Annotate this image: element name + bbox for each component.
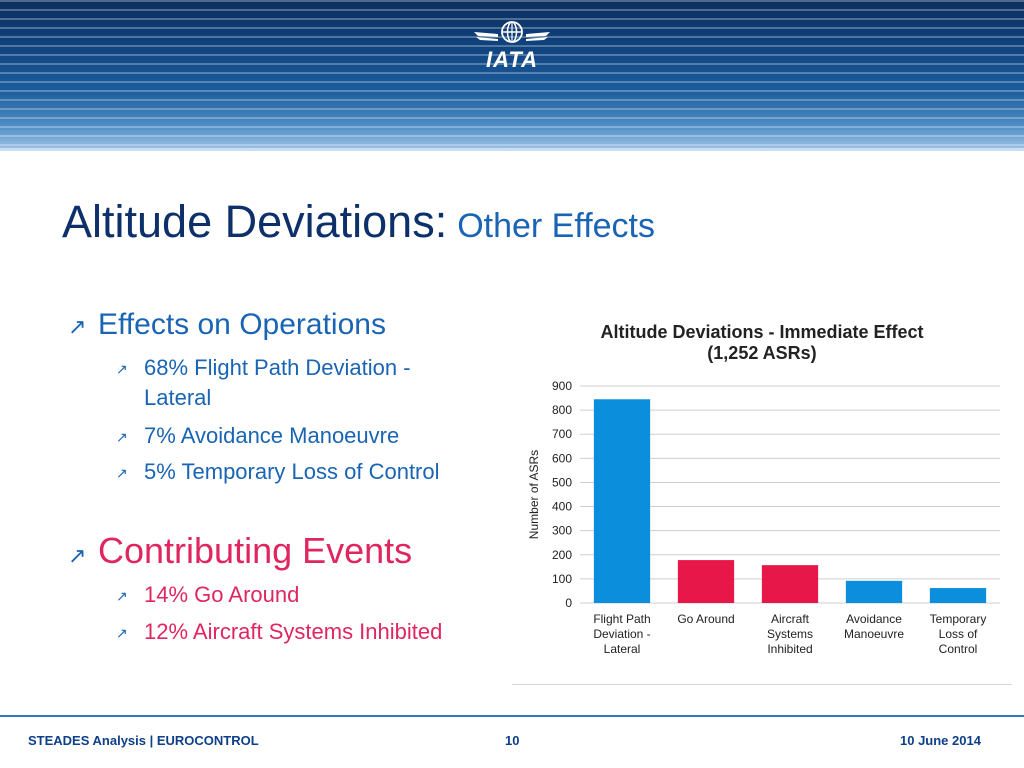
y-tick-label: 800 (552, 403, 572, 417)
bar (845, 580, 903, 603)
sub-bullet-text: 5% Temporary Loss of Control (144, 459, 440, 484)
x-tick-label: Go Around (677, 612, 734, 626)
title-main: Altitude Deviations: (62, 196, 448, 247)
bar (677, 560, 735, 603)
x-tick-label: Aircraft (771, 612, 810, 626)
sub-bullet: ↗ 7% Avoidance Manoeuvre (116, 421, 399, 452)
x-tick-label: Deviation - (593, 627, 650, 641)
x-tick-label: Inhibited (767, 642, 812, 656)
bullet-heading: Contributing Events (98, 530, 413, 571)
y-tick-label: 500 (552, 475, 572, 489)
header-divider (0, 148, 1024, 151)
y-tick-label: 900 (552, 379, 572, 393)
y-tick-label: 200 (552, 548, 572, 562)
x-tick-label: Loss of (939, 627, 978, 641)
arrow-icon: ↗ (116, 588, 128, 605)
arrow-icon: ↗ (68, 314, 87, 339)
x-tick-label: Temporary (930, 612, 987, 626)
sub-bullet: ↗ 12% Aircraft Systems Inhibited (116, 617, 442, 648)
title-subtitle: Other Effects (457, 207, 655, 245)
x-tick-label: Manoeuvre (844, 627, 904, 641)
sub-bullet: ↗ 5% Temporary Loss of Control (116, 457, 440, 488)
footer-date: 10 June 2014 (900, 733, 981, 748)
chart-plot: 0 100 200 300 400 500 600 700 800 900 Number of AS… (527, 379, 1000, 656)
x-tick-label: Lateral (604, 642, 641, 656)
bar-chart: Altitude Deviations - Immediate Effect (… (512, 315, 1012, 685)
sub-bullet-text: 14% Go Around (144, 582, 300, 607)
y-tick-label: 600 (552, 451, 572, 465)
chart-title: Altitude Deviations - Immediate Effect (600, 322, 924, 342)
sub-bullet: ↗ 14% Go Around (116, 580, 299, 611)
sub-bullet: ↗ 68% Flight Path Deviation - (116, 353, 411, 384)
footer-divider (0, 715, 1024, 717)
sub-bullet-text: 7% Avoidance Manoeuvre (144, 423, 400, 448)
y-tick-label: 400 (552, 500, 572, 514)
bar (593, 399, 651, 603)
x-tick-label: Systems (767, 627, 813, 641)
y-tick-label: 300 (552, 524, 572, 538)
bullet-contributing-events: ↗ Contributing Events (68, 530, 412, 572)
bullet-heading: Effects on Operations (98, 308, 386, 341)
sub-bullet-text: Lateral (144, 385, 212, 410)
x-tick-label: Avoidance (846, 612, 902, 626)
chart-bottom-rule (512, 684, 1012, 685)
chart-subtitle: (1,252 ASRs) (707, 343, 817, 363)
y-tick-label: 100 (552, 572, 572, 586)
arrow-icon: ↗ (68, 543, 87, 568)
arrow-icon: ↗ (116, 465, 128, 482)
slide-title: Altitude Deviations: Other Effects (62, 196, 655, 248)
sub-bullet-continuation: Lateral (144, 383, 211, 413)
logo-text: IATA (485, 47, 539, 72)
bullet-effects-on-operations: ↗ Effects on Operations (68, 308, 386, 342)
arrow-icon: ↗ (116, 361, 128, 378)
bar (761, 565, 819, 603)
x-tick-label: Flight Path (593, 612, 650, 626)
y-tick-label: 700 (552, 427, 572, 441)
bar (929, 588, 987, 603)
arrow-icon: ↗ (116, 429, 128, 446)
arrow-icon: ↗ (116, 625, 128, 642)
sub-bullet-text: 68% Flight Path Deviation - (144, 355, 411, 380)
page-number: 10 (505, 733, 520, 748)
x-tick-label: Control (939, 642, 978, 656)
globe-icon (501, 21, 523, 43)
footer-left: STEADES Analysis | EUROCONTROL (28, 733, 259, 748)
y-axis-label: Number of ASRs (527, 450, 541, 539)
sub-bullet-text: 12% Aircraft Systems Inhibited (144, 619, 443, 644)
iata-logo: IATA (472, 20, 552, 76)
y-tick-label: 0 (565, 596, 572, 610)
wings-icon (474, 32, 550, 41)
